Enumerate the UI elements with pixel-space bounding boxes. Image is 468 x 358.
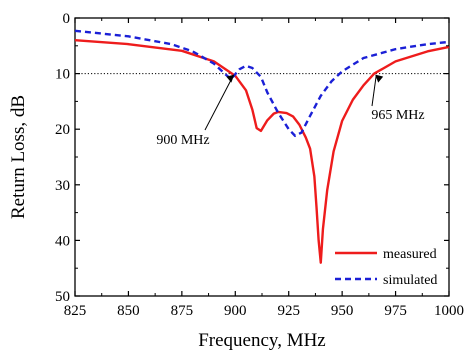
annotation-900mhz-arrow — [204, 75, 234, 131]
series-line-simulated — [74, 29, 450, 138]
x-tick-label: 825 — [64, 303, 87, 319]
y-tick-label: 0 — [63, 11, 71, 27]
annotation-965mhz-label: 965 MHz — [371, 108, 424, 123]
annotation-900mhz-arrowhead — [226, 74, 235, 83]
x-tick-label: 900 — [224, 303, 247, 319]
y-tick-label: 40 — [55, 233, 70, 249]
x-tick-label: 950 — [331, 303, 354, 319]
legend-label-measured: measured — [383, 247, 437, 262]
y-tick-label: 30 — [55, 178, 70, 194]
x-tick-label: 850 — [117, 303, 140, 319]
y-axis-title: Return Loss, dB — [8, 95, 29, 219]
annotation-965mhz-arrowhead — [375, 74, 384, 83]
y-tick-label: 10 — [55, 67, 70, 83]
x-axis-title: Frequency, MHz — [198, 330, 326, 351]
annotation-900mhz-label: 900 MHz — [156, 133, 209, 148]
y-tick-label: 20 — [55, 122, 70, 138]
x-tick-label: 925 — [277, 303, 300, 319]
y-tick-label: 50 — [55, 289, 70, 305]
annotation-965mhz-arrow — [371, 75, 377, 107]
legend-label-simulated: simulated — [383, 273, 437, 288]
x-tick-label: 975 — [384, 303, 407, 319]
x-tick-label: 1000 — [434, 303, 464, 319]
series-line-measured — [74, 39, 450, 264]
x-tick-label: 875 — [171, 303, 194, 319]
